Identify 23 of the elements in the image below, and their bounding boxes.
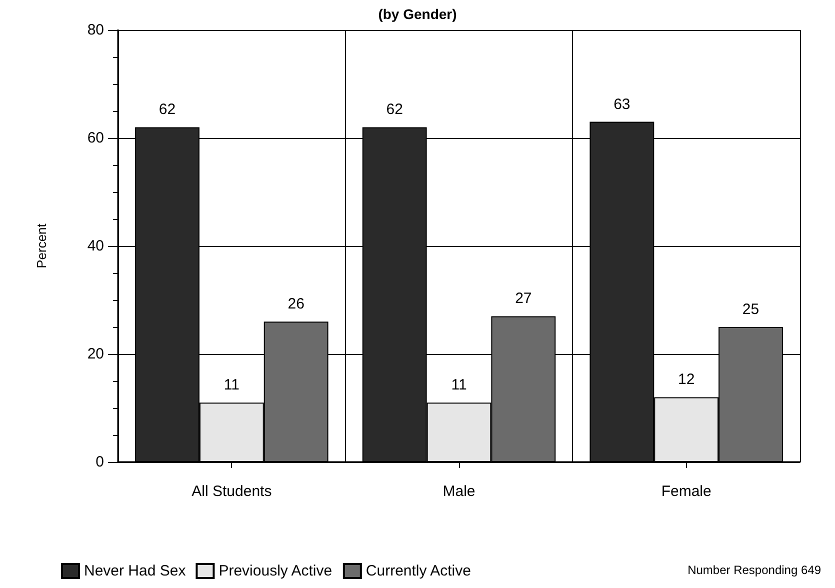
- data-label: 62: [386, 101, 403, 118]
- data-label: 11: [224, 376, 240, 394]
- data-label: 11: [451, 376, 467, 394]
- data-label: 12: [678, 371, 695, 388]
- y-tick-label: 40: [87, 238, 104, 254]
- chart-title: (by Gender): [378, 6, 457, 22]
- data-label: 62: [158, 101, 176, 118]
- x-tick-label: All Students: [192, 483, 272, 500]
- data-label: 27: [515, 290, 532, 308]
- y-tick-label: 20: [87, 346, 104, 362]
- legend-label: Currently Active: [366, 562, 471, 580]
- data-label: 63: [614, 96, 630, 113]
- y-axis-title: Percent: [34, 223, 49, 268]
- y-tick-label: 0: [96, 454, 104, 470]
- legend-label: Previously Active: [218, 562, 332, 580]
- y-tick-label: 60: [87, 130, 104, 146]
- data-label: 25: [742, 301, 760, 318]
- legend-label: Never Had Sex: [84, 562, 186, 580]
- data-label: 26: [288, 296, 304, 313]
- x-tick-label: Male: [442, 483, 476, 500]
- text: Number Responding 649: [688, 563, 822, 577]
- x-tick-label: Female: [661, 483, 712, 500]
- y-tick-label: 80: [87, 22, 104, 38]
